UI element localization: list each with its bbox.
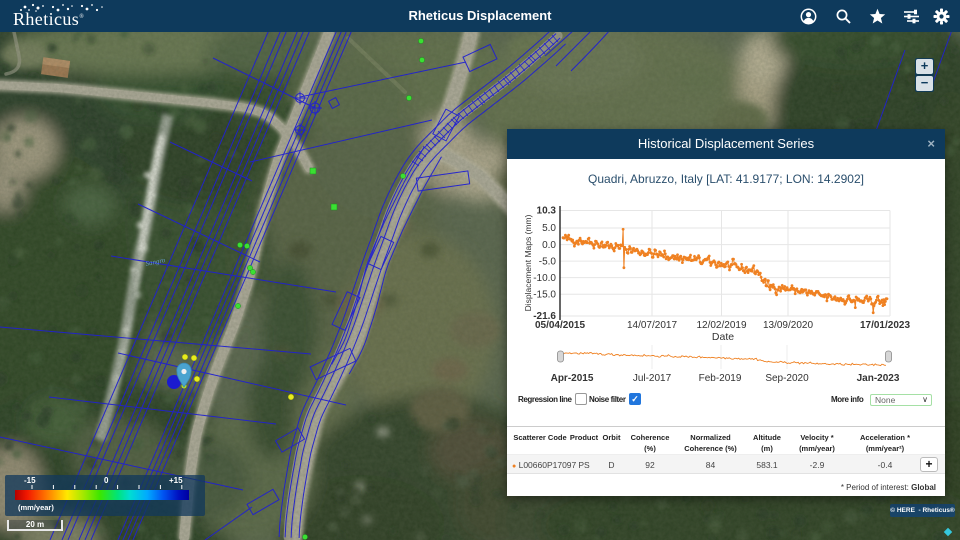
svg-text:-10.0: -10.0 — [533, 273, 556, 284]
svg-text:05/04/2015: 05/04/2015 — [535, 320, 585, 331]
svg-text:Date: Date — [712, 331, 734, 343]
svg-text:17/01/2023: 17/01/2023 — [860, 320, 910, 331]
svg-text:Jan-2023: Jan-2023 — [857, 373, 900, 384]
svg-text:Apr-2015: Apr-2015 — [551, 373, 594, 384]
svg-text:-21.6: -21.6 — [533, 311, 556, 322]
svg-text:Sep-2020: Sep-2020 — [765, 373, 809, 384]
svg-text:Feb-2019: Feb-2019 — [699, 373, 742, 384]
svg-text:12/02/2019: 12/02/2019 — [696, 320, 746, 331]
svg-text:10.3: 10.3 — [537, 206, 557, 217]
svg-text:Jul-2017: Jul-2017 — [633, 373, 672, 384]
svg-text:13/09/2020: 13/09/2020 — [763, 320, 813, 331]
svg-text:14/07/2017: 14/07/2017 — [627, 320, 677, 331]
svg-text:-15.0: -15.0 — [533, 289, 556, 300]
svg-text:0.0: 0.0 — [542, 240, 556, 251]
svg-text:-5.0: -5.0 — [539, 256, 557, 267]
svg-text:5.0: 5.0 — [542, 223, 556, 234]
svg-text:Displacement Maps (mm): Displacement Maps (mm) — [523, 214, 533, 311]
